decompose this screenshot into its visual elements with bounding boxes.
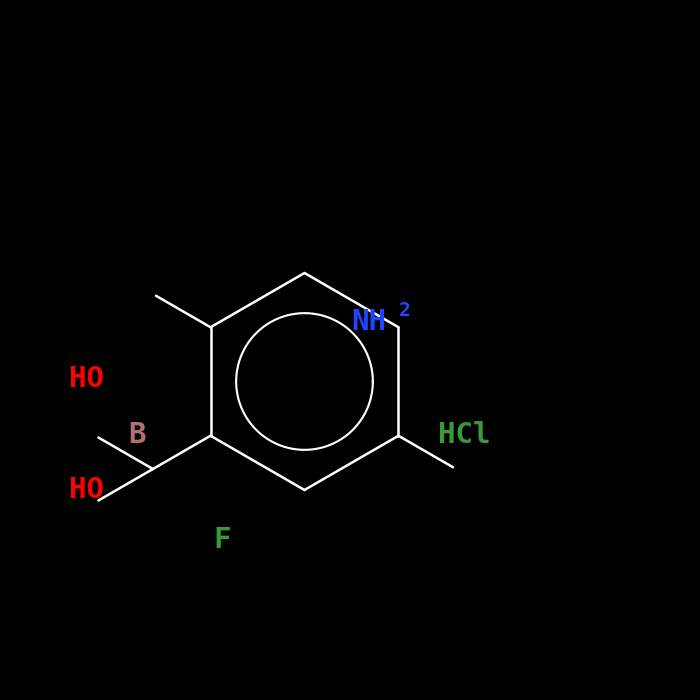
Text: HO: HO [69, 476, 104, 504]
Text: HO: HO [69, 365, 104, 393]
Text: HCl: HCl [438, 421, 490, 449]
Text: B: B [127, 421, 146, 449]
Text: NH: NH [351, 308, 386, 336]
Text: 2: 2 [399, 301, 411, 321]
Text: F: F [214, 526, 231, 554]
